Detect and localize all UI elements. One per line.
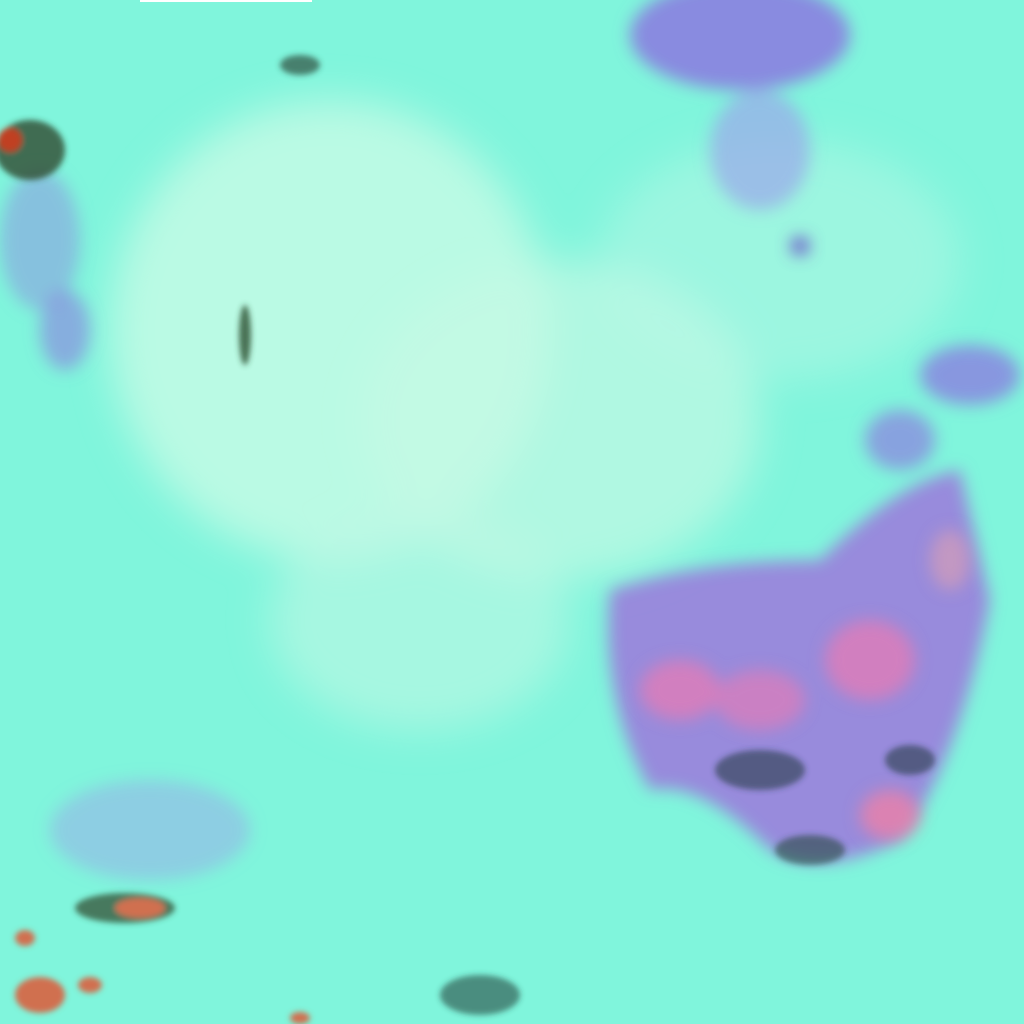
purple-regions: [0, 0, 1020, 880]
orange-islands: [15, 893, 310, 1024]
haze-areas: [110, 100, 960, 730]
pink-regions: [640, 530, 970, 840]
top-edge-white-strip: [140, 0, 312, 2]
dark-land-patches: [0, 55, 935, 1015]
